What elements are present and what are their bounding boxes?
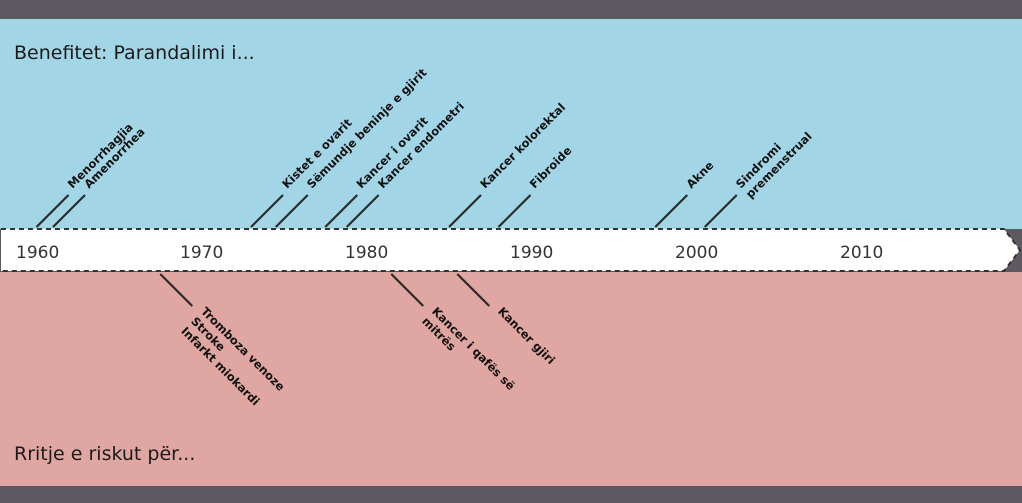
year-tick: 2000 bbox=[675, 243, 718, 263]
risks-title: Rritje e riskut për... bbox=[14, 443, 195, 465]
benefit-leader-line bbox=[274, 194, 309, 228]
benefit-leader-line bbox=[324, 194, 359, 228]
benefit-leader-line bbox=[52, 194, 86, 228]
timeline-arrow bbox=[1, 228, 1022, 272]
risk-leader-line bbox=[159, 273, 194, 307]
risk-region bbox=[0, 272, 1022, 486]
year-tick: 1990 bbox=[510, 243, 553, 263]
benefit-leader-line bbox=[345, 194, 380, 228]
year-axis: 1960 1970 1980 1990 2000 2010 bbox=[16, 243, 883, 263]
benefit-leader-line bbox=[250, 194, 284, 228]
benefit-region bbox=[0, 19, 1022, 229]
year-tick: 1980 bbox=[345, 243, 388, 263]
risk-leader-line bbox=[456, 273, 491, 307]
benefits-title: Benefitet: Parandalimi i... bbox=[14, 42, 255, 64]
risk-leader-line bbox=[390, 273, 425, 307]
benefit-leader-line bbox=[703, 194, 738, 228]
year-tick: 1970 bbox=[180, 243, 223, 263]
benefit-leader-line bbox=[35, 194, 70, 228]
benefit-leader-line bbox=[654, 194, 689, 228]
benefit-leader-line bbox=[497, 194, 532, 228]
year-tick: 1960 bbox=[16, 243, 59, 263]
benefit-leader-line bbox=[448, 194, 482, 228]
year-tick: 2010 bbox=[840, 243, 883, 263]
